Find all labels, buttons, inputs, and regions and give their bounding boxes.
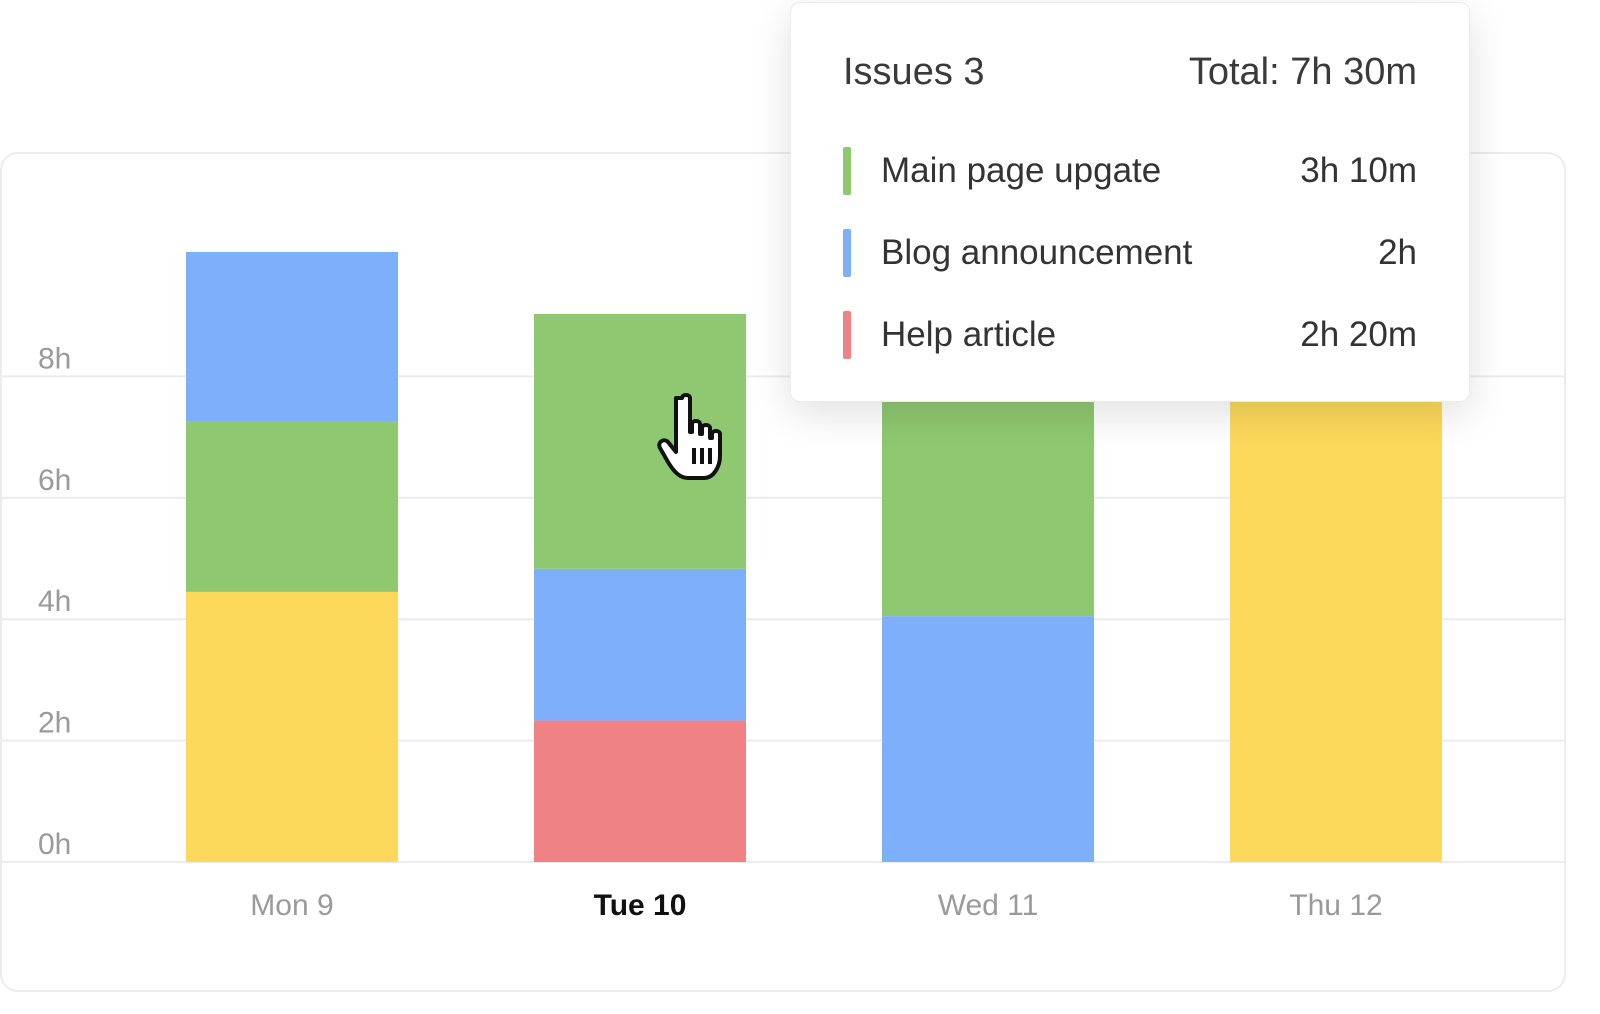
bar-segment [882, 616, 1094, 862]
tooltip-item: Help article 2h 20m [843, 310, 1417, 360]
tooltip-item-value: 3h 10m [1300, 151, 1417, 190]
bar-segment [534, 568, 746, 721]
bar-tooltip: Issues 3 Total: 7h 30m Main page upgate … [790, 2, 1470, 402]
pointer-hand-icon [657, 393, 722, 480]
tooltip-item-label: Main page upgate [881, 151, 1162, 190]
y-tick-label: 8h [38, 342, 71, 375]
bar-segment [186, 251, 398, 422]
bar-segment [534, 720, 746, 862]
x-tick-label: Tue 10 [594, 889, 687, 922]
y-tick-label: 0h [38, 828, 71, 861]
tooltip-item-value: 2h [1378, 233, 1417, 272]
tooltip-total: Total: 7h 30m [1188, 50, 1417, 93]
tooltip-item-label: Blog announcement [881, 233, 1193, 272]
y-tick-label: 6h [38, 464, 71, 497]
x-tick-label: Wed 11 [938, 889, 1039, 922]
tooltip-item-value: 2h 20m [1300, 315, 1417, 354]
tooltip-item-label: Help article [881, 315, 1057, 354]
bar-segment [186, 591, 398, 862]
bar-segment [1230, 327, 1442, 863]
legend-swatch-red [843, 311, 851, 359]
x-tick-label: Mon 9 [250, 889, 333, 922]
tooltip-item: Blog announcement 2h [843, 228, 1417, 278]
tooltip-title: Issues 3 [843, 50, 985, 93]
tooltip-item: Main page upgate 3h 10m [843, 146, 1417, 196]
tooltip-header: Issues 3 Total: 7h 30m [843, 47, 1417, 97]
legend-swatch-green [843, 147, 851, 195]
bar-segment [186, 421, 398, 592]
legend-swatch-blue [843, 229, 851, 277]
x-tick-label: Thu 12 [1289, 889, 1382, 922]
y-tick-label: 2h [38, 707, 71, 740]
y-tick-label: 4h [38, 585, 71, 618]
